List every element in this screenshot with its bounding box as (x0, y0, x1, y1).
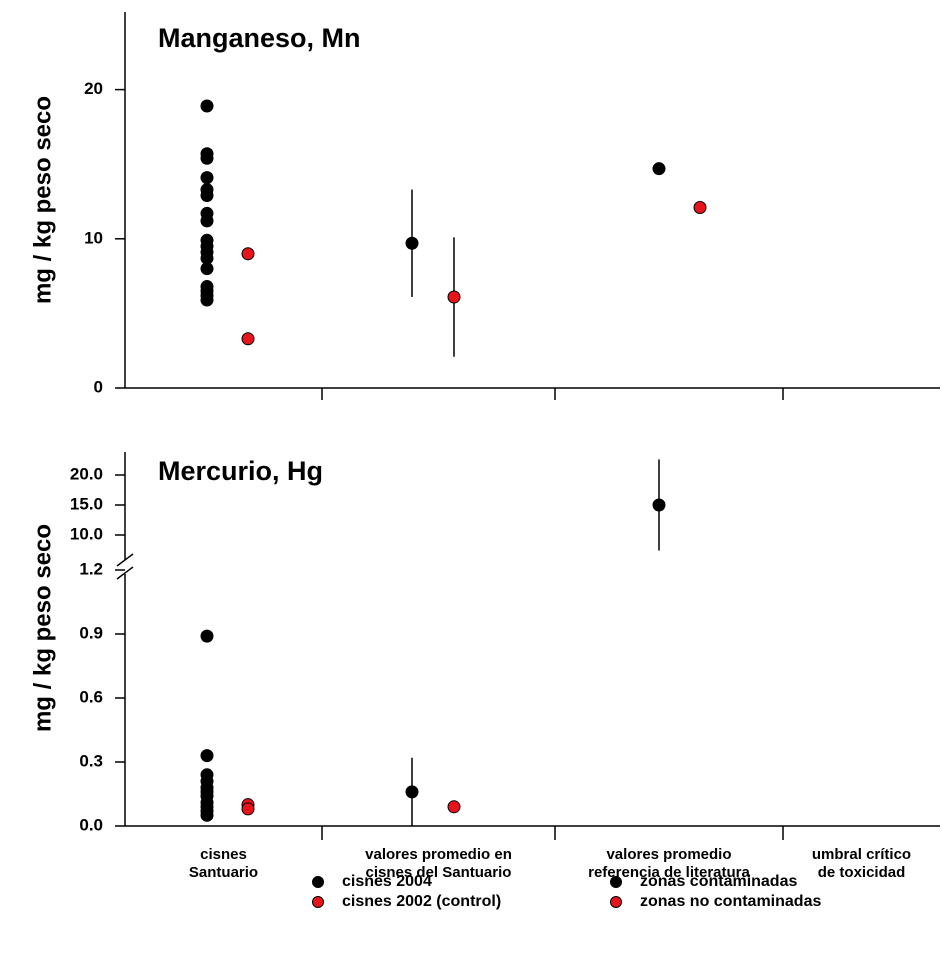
legend-marker (312, 896, 324, 908)
x-tick-label: de toxicidad (818, 864, 906, 881)
legend-marker (610, 876, 622, 888)
data-point (200, 749, 214, 763)
legend-label: cisnes 2004 (342, 873, 432, 890)
y-tick-label: 10.0 (70, 524, 103, 543)
legend-marker (312, 876, 324, 888)
legend-label: cisnes 2002 (control) (342, 893, 501, 910)
y-tick-label: 10 (84, 228, 103, 247)
data-point (652, 498, 666, 512)
legend-marker (610, 896, 622, 908)
data-point (652, 162, 666, 176)
data-point (200, 629, 214, 643)
axis-break (116, 566, 134, 580)
data-point (200, 808, 214, 822)
y-tick-label: 0.6 (79, 687, 103, 706)
data-point (200, 262, 214, 276)
x-tick-label: referencia de literatura (588, 864, 750, 881)
data-point (200, 293, 214, 307)
legend-label: zonas contaminadas (640, 873, 797, 890)
chart-title: Manganeso, Mn (158, 23, 361, 53)
y-tick-label: 1.2 (79, 559, 103, 578)
legend-label: zonas no contaminadas (640, 893, 821, 910)
y-tick-label: 20.0 (70, 464, 103, 483)
data-point (241, 802, 255, 816)
data-point (447, 800, 461, 814)
data-point (200, 189, 214, 203)
x-tick-label: umbral crítico (812, 846, 911, 863)
data-point (693, 200, 707, 214)
y-tick-label: 20 (84, 79, 103, 98)
data-point (200, 151, 214, 165)
x-tick-label: Santuario (189, 864, 258, 881)
x-tick-label: cisnes del Santuario (366, 864, 512, 881)
x-tick-label: valores promedio (606, 846, 731, 863)
axes (116, 12, 940, 840)
x-tick-label: cisnes (200, 846, 247, 863)
data-point (447, 290, 461, 304)
data-point (241, 332, 255, 346)
data-point (200, 214, 214, 228)
data-point (200, 171, 214, 185)
axis-break (116, 553, 134, 567)
y-tick-label: 0.9 (79, 623, 103, 642)
y-axis-label: mg / kg peso seco (29, 96, 56, 304)
y-tick-label: 0.3 (79, 751, 103, 770)
y-tick-label: 0.0 (79, 815, 103, 834)
data-point (405, 785, 419, 799)
data-point (200, 99, 214, 113)
data-point (241, 247, 255, 261)
y-tick-label: 15.0 (70, 494, 103, 513)
y-axis-label: mg / kg peso seco (29, 524, 56, 732)
chart-title: Mercurio, Hg (158, 456, 323, 486)
y-tick-label: 0 (94, 377, 103, 396)
x-tick-label: valores promedio en (365, 846, 512, 863)
data-point (405, 236, 419, 250)
